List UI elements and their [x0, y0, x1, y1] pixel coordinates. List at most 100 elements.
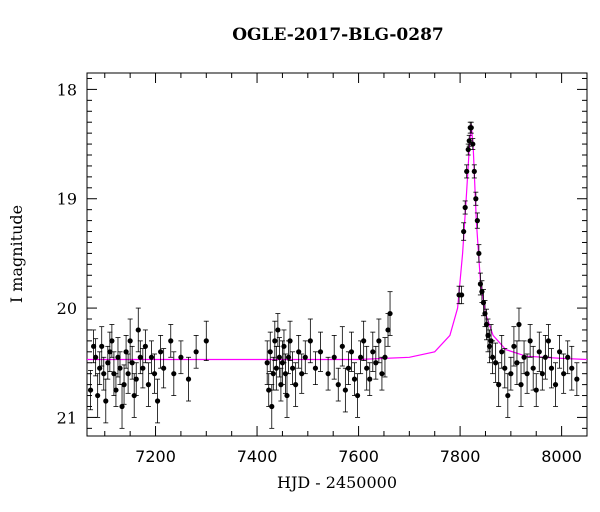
data-point: [296, 335, 302, 369]
data-point: [464, 164, 470, 179]
point-marker: [348, 349, 355, 355]
point-marker: [168, 338, 174, 344]
point-marker: [127, 338, 133, 344]
data-point: [302, 340, 308, 375]
data-point: [499, 335, 505, 369]
point-marker: [93, 354, 99, 360]
point-marker: [464, 168, 470, 175]
data-point: [354, 373, 361, 418]
point-marker: [325, 371, 331, 377]
point-marker: [459, 292, 465, 298]
data-point: [476, 244, 482, 263]
data-point: [518, 362, 524, 407]
data-point: [87, 369, 94, 411]
point-marker: [367, 376, 373, 382]
data-point: [140, 348, 146, 389]
point-marker: [158, 349, 164, 355]
x-tick-label: 7600: [338, 447, 379, 466]
point-marker: [302, 354, 308, 360]
point-marker: [270, 371, 276, 377]
data-point: [115, 337, 121, 378]
data-point: [171, 351, 177, 396]
data-point: [468, 121, 474, 134]
data-point: [168, 324, 174, 358]
point-marker: [530, 365, 536, 371]
data-point: [379, 356, 385, 391]
point-marker: [379, 371, 385, 377]
x-tick-label: 7800: [440, 447, 481, 466]
point-marker: [569, 365, 575, 371]
x-tick-label: 7400: [237, 447, 278, 466]
data-point: [565, 340, 571, 375]
point-marker: [527, 338, 533, 344]
point-marker: [539, 371, 545, 377]
data-point: [387, 291, 393, 336]
point-marker: [358, 354, 364, 360]
data-point: [145, 362, 152, 407]
point-marker: [385, 327, 391, 333]
data-point: [90, 329, 97, 364]
point-marker: [542, 354, 548, 360]
point-marker: [470, 141, 476, 147]
point-marker: [272, 338, 278, 344]
point-marker: [148, 354, 155, 360]
point-marker: [275, 327, 281, 333]
data-point: [552, 362, 559, 407]
point-marker: [276, 354, 282, 360]
point-marker: [133, 376, 139, 382]
point-marker: [514, 360, 520, 366]
point-marker: [516, 321, 522, 328]
data-point: [105, 345, 111, 380]
point-marker: [287, 338, 293, 344]
y-tick-label: 21: [57, 408, 77, 427]
point-marker: [269, 403, 275, 410]
data-point: [536, 331, 542, 372]
point-marker: [87, 387, 94, 393]
point-marker: [364, 365, 370, 371]
point-marker: [119, 403, 125, 410]
data-point: [508, 356, 514, 391]
data-point: [133, 362, 139, 396]
data-point: [127, 318, 133, 364]
data-point: [335, 367, 341, 402]
data-point: [287, 320, 293, 361]
data-point: [113, 373, 119, 407]
data-point: [151, 353, 158, 394]
y-tick-label: 19: [57, 190, 77, 209]
data-points: [87, 121, 580, 429]
data-point: [275, 313, 281, 347]
point-marker: [548, 365, 555, 371]
y-axis-label: I magnitude: [7, 205, 26, 303]
data-point: [545, 324, 552, 358]
point-marker: [117, 365, 123, 371]
point-marker: [293, 382, 299, 388]
point-marker: [499, 349, 505, 355]
data-point: [158, 335, 164, 369]
data-point: [489, 340, 496, 375]
data-point: [459, 285, 465, 305]
point-marker: [465, 146, 471, 153]
plot-border: [86, 72, 588, 437]
point-marker: [137, 354, 143, 360]
data-point: [539, 356, 545, 391]
point-marker: [267, 349, 273, 355]
data-point: [339, 326, 345, 367]
point-marker: [471, 168, 477, 175]
point-marker: [95, 392, 101, 399]
point-marker: [508, 371, 514, 377]
point-marker: [296, 349, 302, 355]
point-marker: [524, 371, 530, 377]
point-marker: [462, 204, 468, 211]
point-marker: [145, 382, 152, 388]
data-point: [516, 307, 522, 342]
data-point: [462, 200, 468, 215]
data-point: [367, 362, 373, 396]
point-marker: [105, 360, 111, 366]
point-marker: [289, 365, 296, 371]
data-point: [505, 373, 511, 418]
data-point: [569, 345, 575, 391]
point-marker: [101, 371, 107, 377]
data-point: [382, 337, 388, 378]
point-marker: [281, 343, 287, 349]
